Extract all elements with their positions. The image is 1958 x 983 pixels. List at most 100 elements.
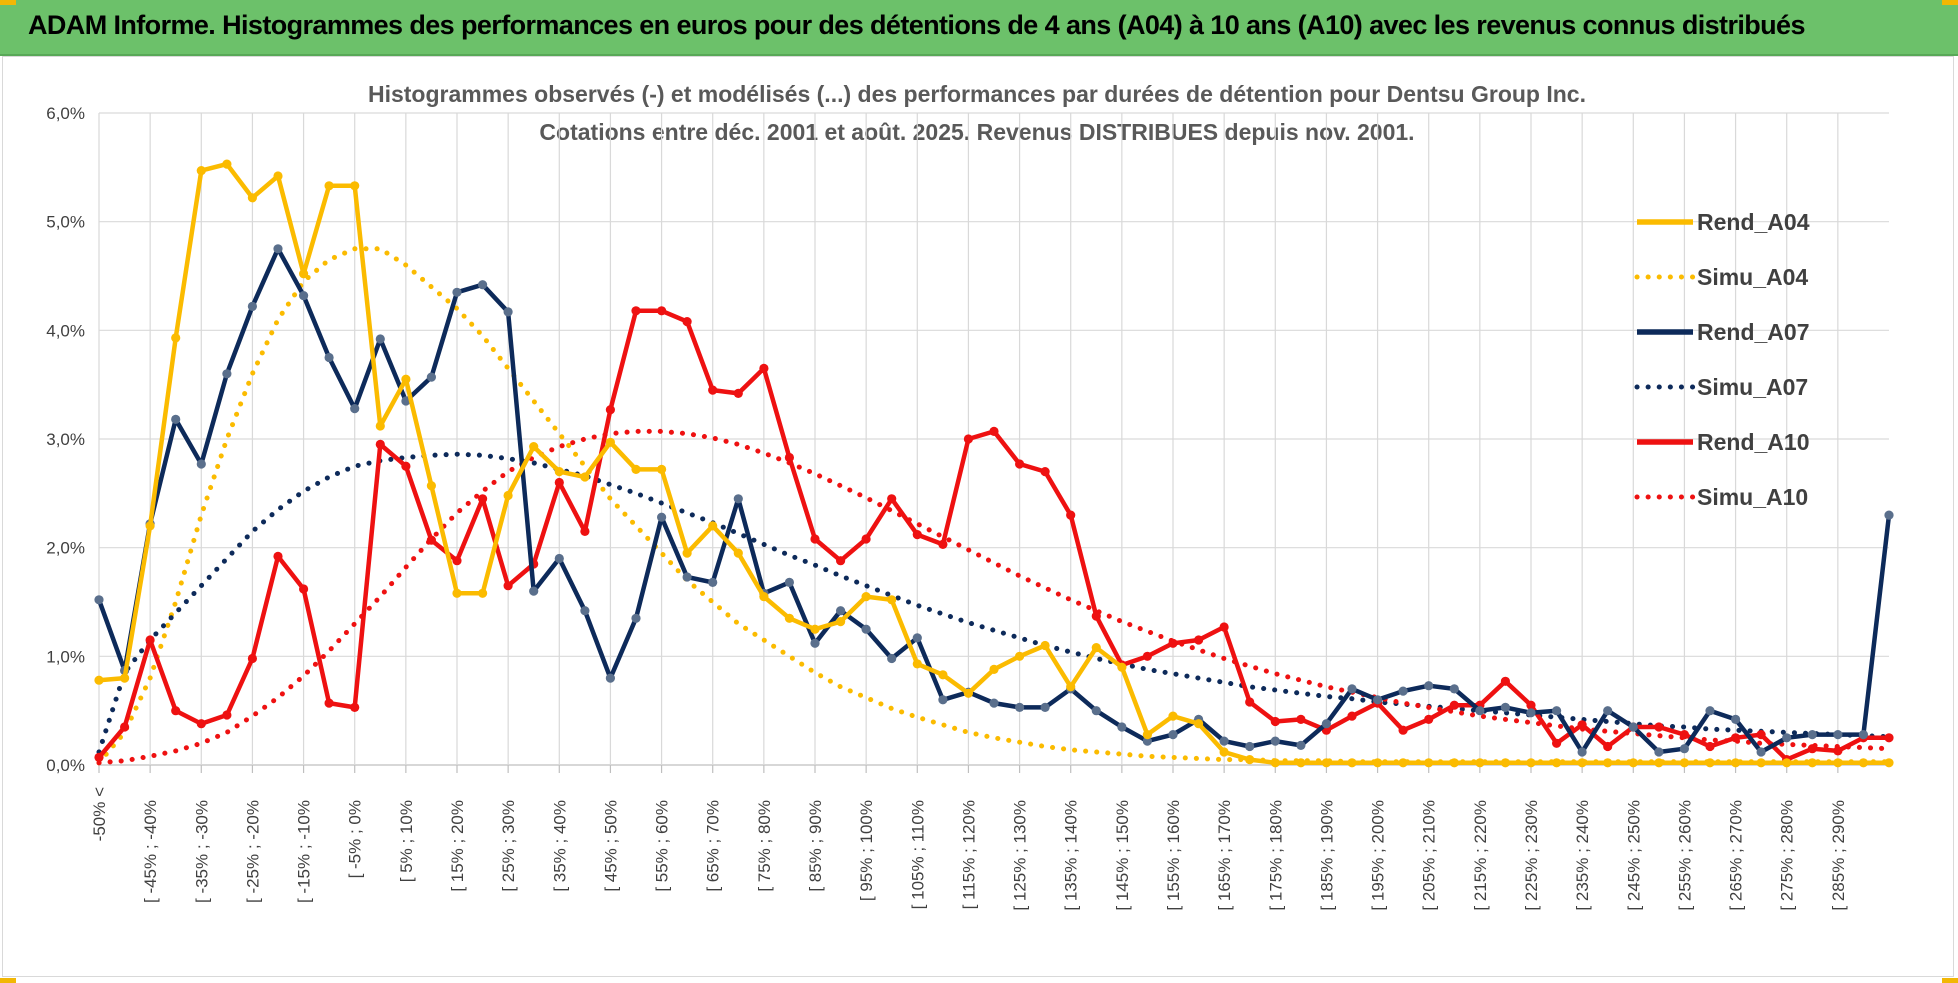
data-point bbox=[938, 670, 948, 680]
series-line bbox=[96, 246, 1892, 766]
data-point bbox=[350, 702, 360, 713]
data-point bbox=[401, 374, 411, 384]
data-point bbox=[912, 659, 922, 669]
data-point bbox=[1526, 708, 1536, 718]
y-axis: 0,0% 1,0% 2,0% 3,0% 4,0% 5,0% 6,0% bbox=[46, 104, 85, 775]
data-point bbox=[1807, 744, 1817, 754]
data-point bbox=[1552, 738, 1562, 748]
data-point bbox=[1500, 702, 1510, 713]
data-point bbox=[426, 372, 436, 382]
x-tick-label: [ 5% ; 10% bbox=[397, 800, 416, 882]
x-tick-label: [ 85% ; 90% bbox=[806, 800, 825, 892]
data-point bbox=[503, 490, 513, 501]
data-point bbox=[631, 464, 641, 474]
data-point bbox=[401, 461, 411, 471]
data-point bbox=[657, 306, 667, 316]
legend-label: Rend_A04 bbox=[1697, 209, 1810, 235]
data-point bbox=[1679, 758, 1689, 768]
data-point bbox=[784, 452, 795, 463]
data-point bbox=[247, 301, 257, 311]
x-tick-label: [ 215% ; 220% bbox=[1471, 800, 1490, 911]
data-point bbox=[1117, 722, 1127, 732]
data-point bbox=[1858, 758, 1868, 768]
data-point bbox=[1654, 747, 1664, 757]
data-point bbox=[1091, 706, 1101, 716]
data-point bbox=[1731, 758, 1741, 768]
data-point bbox=[299, 269, 309, 279]
data-point bbox=[1194, 719, 1204, 729]
data-point bbox=[810, 624, 820, 634]
legend: Rend_A04 Simu_A04 Rend_A07 Simu_A07 Rend_A10… bbox=[1634, 209, 1810, 510]
data-point bbox=[1475, 706, 1485, 716]
data-point bbox=[912, 633, 922, 643]
x-tick-label: [ 235% ; 240% bbox=[1573, 800, 1592, 911]
data-point bbox=[1782, 733, 1792, 743]
data-point bbox=[1833, 730, 1843, 740]
data-point bbox=[1398, 725, 1408, 735]
data-point bbox=[1373, 695, 1383, 705]
data-point bbox=[938, 539, 948, 550]
x-tick-label: [ 225% ; 230% bbox=[1522, 800, 1541, 911]
corner-mark-top-left bbox=[0, 0, 16, 5]
data-point bbox=[631, 306, 641, 316]
data-point bbox=[375, 439, 385, 449]
data-point bbox=[145, 635, 155, 645]
data-point bbox=[94, 675, 104, 685]
data-point bbox=[963, 688, 974, 698]
data-point bbox=[503, 307, 513, 317]
legend-label: Simu_A04 bbox=[1697, 264, 1808, 290]
data-point bbox=[784, 577, 795, 588]
data-point bbox=[1884, 510, 1894, 520]
data-point bbox=[350, 404, 360, 414]
x-tick-label: [ 275% ; 280% bbox=[1778, 800, 1797, 911]
data-point bbox=[452, 556, 462, 566]
data-point bbox=[682, 548, 692, 558]
corner-mark-bottom-right bbox=[1942, 978, 1958, 983]
legend-label: Rend_A10 bbox=[1697, 429, 1809, 455]
data-point bbox=[299, 291, 309, 301]
data-point bbox=[836, 606, 846, 616]
data-point bbox=[989, 426, 999, 436]
series-line bbox=[96, 451, 1892, 755]
x-tick-label: [ 195% ; 200% bbox=[1369, 800, 1388, 911]
data-point bbox=[452, 588, 462, 598]
data-point bbox=[554, 467, 564, 477]
series-line bbox=[96, 428, 1892, 766]
page-title: ADAM Informe. Histogrammes des performan… bbox=[28, 10, 1805, 40]
x-tick-label: [ 55% ; 60% bbox=[653, 800, 672, 892]
x-tick-label: [ 115% ; 120% bbox=[959, 800, 978, 909]
data-point bbox=[1321, 758, 1331, 768]
data-point bbox=[1398, 686, 1408, 696]
x-tick-label: [ 265% ; 270% bbox=[1727, 800, 1746, 911]
data-point bbox=[554, 553, 564, 564]
y-tick-label: 5,0% bbox=[46, 213, 85, 232]
data-point bbox=[94, 752, 104, 763]
x-tick-label: [ 205% ; 210% bbox=[1420, 800, 1439, 911]
data-point bbox=[1066, 682, 1076, 692]
data-point bbox=[273, 551, 283, 562]
data-point bbox=[1526, 758, 1536, 768]
data-point bbox=[554, 477, 564, 488]
series-Simu_A10 bbox=[96, 428, 1892, 766]
data-point bbox=[1705, 706, 1715, 716]
series-Rend_A10 bbox=[94, 306, 1894, 765]
data-point bbox=[1577, 720, 1587, 730]
data-point bbox=[1731, 714, 1741, 725]
data-point bbox=[1807, 758, 1817, 768]
data-point bbox=[682, 572, 692, 582]
data-point bbox=[1091, 643, 1101, 653]
data-point bbox=[861, 624, 871, 634]
data-point bbox=[196, 719, 206, 729]
x-axis: -50% < [ -45% ; -40% [ -35% ; -30% [ -25% ;… bbox=[90, 765, 1848, 911]
data-point bbox=[1858, 730, 1868, 740]
chart-title-line1: Histogrammes observés (-) et modélisés (… bbox=[368, 81, 1586, 107]
data-point bbox=[605, 673, 616, 683]
x-tick-label: [ 185% ; 190% bbox=[1317, 800, 1336, 911]
data-point bbox=[887, 653, 897, 664]
x-tick-label: [ 255% ; 260% bbox=[1675, 800, 1694, 911]
data-point bbox=[1066, 510, 1076, 520]
data-point bbox=[273, 171, 283, 181]
data-point bbox=[1168, 730, 1178, 740]
data-point bbox=[196, 459, 206, 469]
data-point bbox=[1270, 758, 1280, 768]
